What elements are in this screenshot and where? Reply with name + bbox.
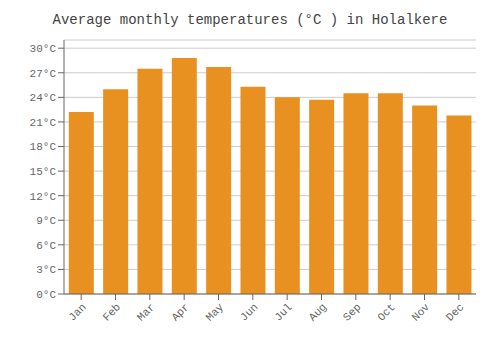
svg-text:9°C: 9°C — [36, 215, 56, 227]
svg-text:Feb: Feb — [101, 301, 123, 323]
svg-text:Jun: Jun — [238, 301, 260, 323]
svg-text:Nov: Nov — [410, 301, 433, 324]
svg-text:12°C: 12°C — [30, 191, 57, 203]
svg-text:15°C: 15°C — [30, 166, 57, 178]
svg-text:30°C: 30°C — [30, 43, 57, 55]
svg-text:3°C: 3°C — [36, 264, 56, 276]
svg-text:Aug: Aug — [307, 301, 329, 323]
html-text:Average monthly temperatures (: Average monthly temperatures (°C ) in Ho… — [52, 12, 448, 28]
svg-text:24°C: 24°C — [30, 92, 57, 104]
svg-text:21°C: 21°C — [30, 117, 57, 129]
svg-text:Jan: Jan — [66, 301, 88, 323]
svg-text:Mar: Mar — [135, 301, 157, 323]
svg-text:Oct: Oct — [375, 301, 397, 323]
svg-text:May: May — [204, 301, 227, 324]
svg-text:Sep: Sep — [341, 301, 363, 323]
svg-text:Dec: Dec — [444, 301, 466, 323]
svg-text:18°C: 18°C — [30, 141, 57, 153]
svg-text:Jul: Jul — [272, 301, 294, 323]
svg-text:27°C: 27°C — [30, 68, 57, 80]
svg-text:6°C: 6°C — [36, 240, 56, 252]
svg-text:0°C: 0°C — [36, 289, 56, 301]
svg-text:Apr: Apr — [169, 301, 191, 323]
